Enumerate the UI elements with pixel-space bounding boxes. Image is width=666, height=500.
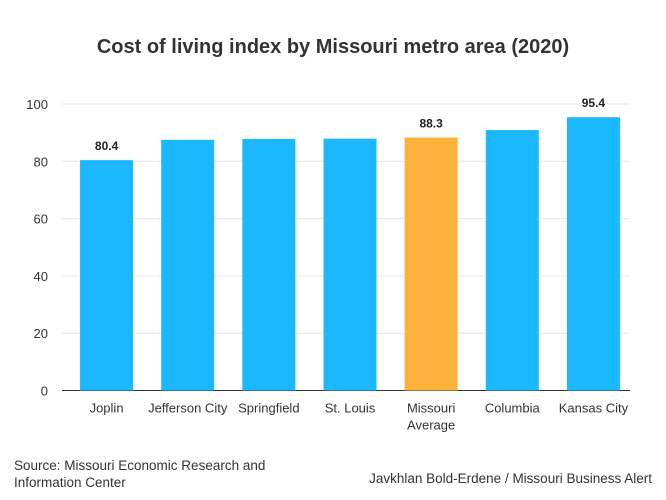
bar-jefferson-city xyxy=(161,139,215,391)
data-label: 88.3 xyxy=(419,117,443,131)
bar-joplin xyxy=(80,160,134,391)
x-tick-label: Joplin xyxy=(90,401,124,416)
y-tick-label: 40 xyxy=(34,269,48,284)
source-note: Source: Missouri Economic Research and I… xyxy=(14,458,266,490)
chart-title: Cost of living index by Missouri metro a… xyxy=(96,36,570,58)
credit-note: Javkhlan Bold-Erdene / Missouri Business… xyxy=(369,471,652,486)
y-tick-label: 80 xyxy=(34,154,48,169)
x-tick-label: Missouri xyxy=(407,401,456,416)
data-label: 95.4 xyxy=(582,96,606,110)
x-tick-label: Kansas City xyxy=(559,401,629,416)
bar-missouri-average xyxy=(404,137,458,391)
x-tick-label: St. Louis xyxy=(325,401,376,416)
data-label: 80.4 xyxy=(95,139,119,153)
y-tick-label: 0 xyxy=(41,384,48,399)
x-tick-label: Springfield xyxy=(238,401,299,416)
bar-springfield xyxy=(242,138,296,391)
y-tick-label: 100 xyxy=(26,97,48,112)
bar-st-louis xyxy=(323,138,377,391)
y-tick-label: 20 xyxy=(34,326,48,341)
bar-columbia xyxy=(485,130,539,391)
x-tick-label: Columbia xyxy=(485,401,541,416)
bar-kansas-city xyxy=(566,117,620,391)
x-tick-label: Jefferson City xyxy=(148,401,228,416)
x-tick-label: Average xyxy=(407,418,455,433)
y-tick-label: 60 xyxy=(34,212,48,227)
